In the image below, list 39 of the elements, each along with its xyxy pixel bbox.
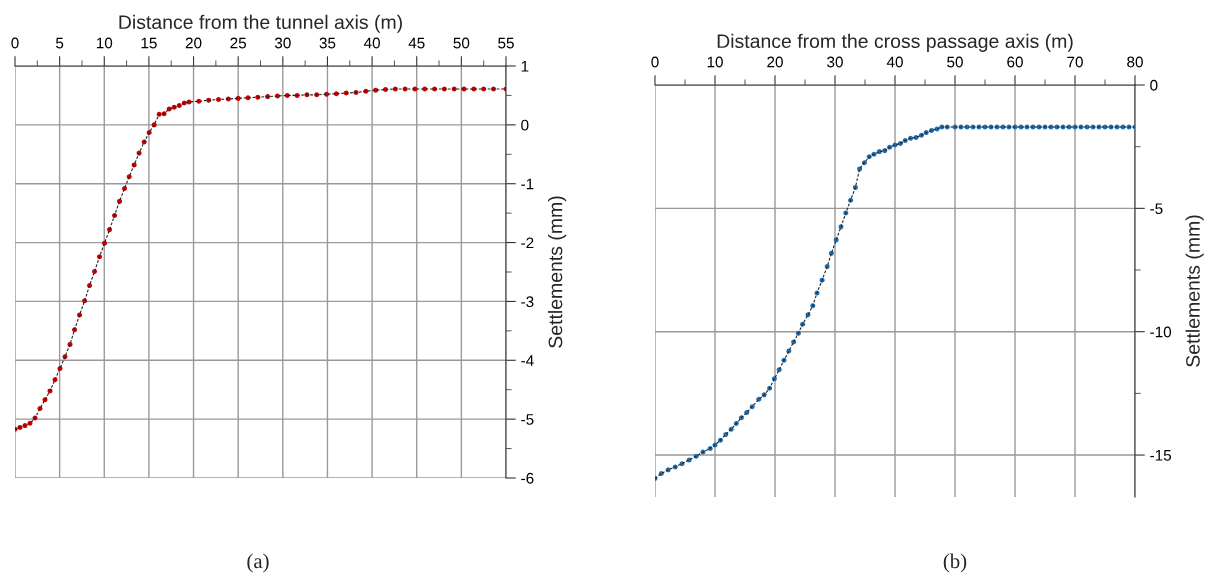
x-tick-label: 0 bbox=[11, 37, 19, 49]
y-tick-label: -15 bbox=[1150, 450, 1172, 461]
y-tick-label: -10 bbox=[1150, 326, 1172, 338]
x-tick-label: 70 bbox=[1067, 56, 1083, 68]
y-tick-label: 1 bbox=[521, 61, 529, 72]
x-tick-label: 55 bbox=[498, 37, 514, 49]
x-tick-label: 50 bbox=[453, 37, 470, 49]
y-axis-title: Settlements (mm) bbox=[548, 196, 567, 348]
x-tick-label: 15 bbox=[141, 37, 157, 49]
y-tick-label: 0 bbox=[521, 119, 529, 131]
y-tick-label: -5 bbox=[521, 414, 534, 425]
x-tick-label: 20 bbox=[185, 37, 202, 49]
x-tick-label: 40 bbox=[363, 37, 380, 49]
y-axis-title: Settlements (mm) bbox=[1185, 215, 1204, 367]
x-tick-label: 30 bbox=[827, 56, 843, 68]
y-tick-label: -1 bbox=[521, 178, 534, 190]
x-axis-title: Distance from the tunnel axis (m) bbox=[119, 14, 402, 33]
y-tick-label: -4 bbox=[521, 355, 534, 366]
x-tick-label: 20 bbox=[767, 56, 783, 68]
x-tick-label: 5 bbox=[56, 37, 64, 49]
x-tick-label: 30 bbox=[274, 37, 291, 49]
x-tick-label: 10 bbox=[96, 37, 113, 49]
x-tick-label: 40 bbox=[886, 56, 903, 68]
x-tick-label: 50 bbox=[947, 56, 963, 68]
y-tick-label: -5 bbox=[1150, 203, 1163, 215]
x-tick-label: 80 bbox=[1127, 56, 1143, 68]
text: (a) bbox=[247, 553, 269, 573]
x-axis-title: Distance from the cross passage axis (m) bbox=[717, 33, 1073, 52]
x-tick-label: 35 bbox=[319, 37, 336, 49]
x-tick-label: 0 bbox=[651, 56, 659, 68]
y-tick-label: 0 bbox=[1150, 79, 1158, 91]
text: (b) bbox=[943, 553, 967, 573]
x-tick-label: 10 bbox=[707, 56, 723, 68]
x-tick-label: 25 bbox=[230, 37, 247, 49]
y-tick-label: -2 bbox=[521, 237, 534, 249]
y-tick-label: -3 bbox=[521, 296, 534, 308]
y-tick-label: -6 bbox=[521, 472, 534, 484]
x-tick-label: 60 bbox=[1007, 56, 1023, 68]
x-tick-label: 45 bbox=[408, 37, 425, 49]
